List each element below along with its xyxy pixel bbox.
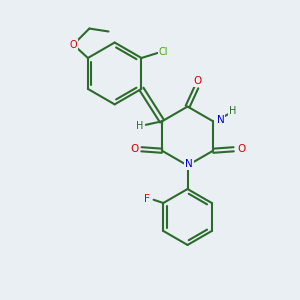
Text: O: O <box>69 40 77 50</box>
Text: O: O <box>237 144 245 154</box>
Text: N: N <box>217 115 224 125</box>
Text: Cl: Cl <box>159 47 168 57</box>
Text: H: H <box>229 106 236 116</box>
Text: F: F <box>144 194 150 204</box>
Text: H: H <box>136 121 144 131</box>
Text: N: N <box>185 159 193 169</box>
Text: O: O <box>130 144 138 154</box>
Text: O: O <box>194 76 202 86</box>
